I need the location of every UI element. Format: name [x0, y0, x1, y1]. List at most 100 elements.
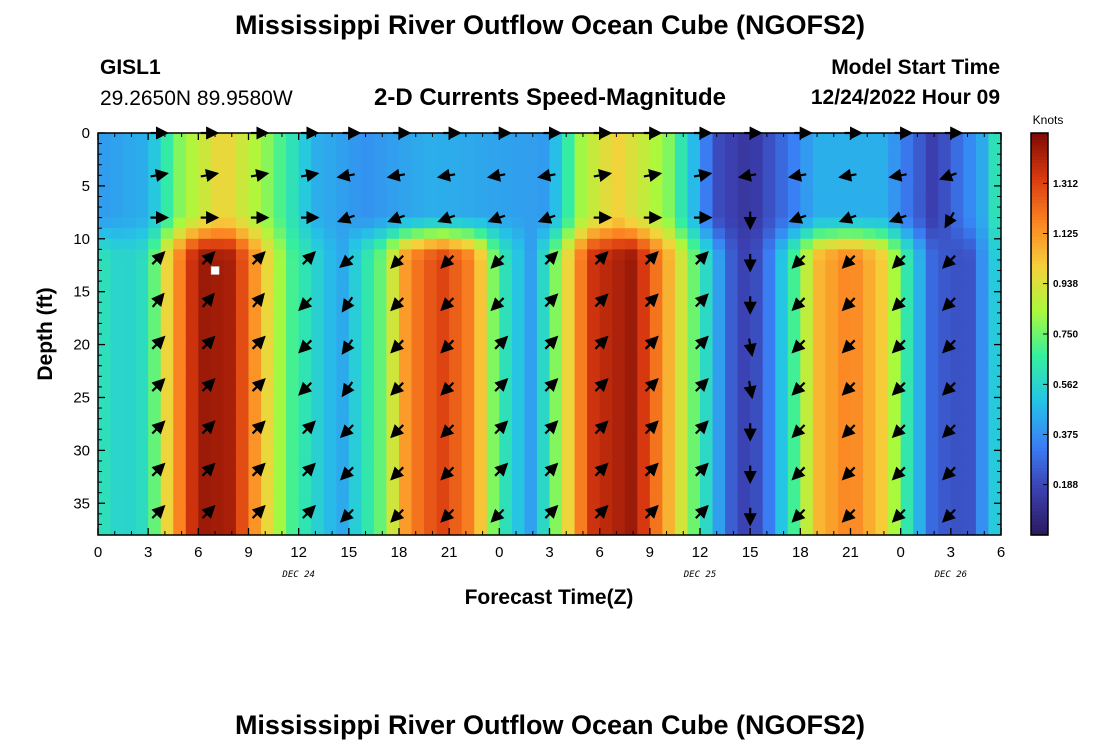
heatmap-cell	[311, 291, 325, 303]
heatmap-cell	[925, 238, 939, 250]
heatmap-cell	[975, 386, 990, 399]
heatmap-cell	[474, 334, 488, 346]
heatmap-cell	[637, 291, 651, 303]
heatmap-cell	[712, 143, 726, 155]
heatmap-cell	[160, 281, 174, 293]
heatmap-cell	[963, 408, 977, 420]
current-vector	[251, 462, 266, 477]
heatmap-cell	[348, 217, 362, 229]
heatmap-cell	[687, 482, 701, 494]
heatmap-cell	[725, 460, 739, 473]
heatmap-cell	[988, 291, 1001, 303]
heatmap-cell	[348, 302, 362, 314]
heatmap-cell	[875, 217, 889, 229]
heatmap-cell	[725, 513, 739, 526]
heatmap-cell	[411, 302, 425, 314]
heatmap-cell	[424, 344, 438, 356]
heatmap-cell	[524, 323, 538, 335]
colorbar-swatch	[1031, 297, 1048, 302]
current-vector	[298, 339, 313, 354]
heatmap-cell	[286, 408, 300, 420]
heatmap-cell	[386, 450, 400, 462]
heatmap-cell	[474, 281, 488, 293]
heatmap-cell	[963, 196, 977, 208]
heatmap-cell	[436, 503, 450, 515]
heatmap-cell	[938, 355, 952, 367]
colorbar-swatch	[1031, 451, 1048, 456]
heatmap-cell	[913, 524, 927, 535]
heatmap-cell	[511, 249, 526, 261]
heatmap-cell	[900, 323, 914, 335]
heatmap-cell	[474, 154, 488, 166]
heatmap-cell	[737, 175, 751, 187]
heatmap-cell	[963, 312, 977, 325]
heatmap-cell	[950, 259, 964, 272]
heatmap-cell	[286, 334, 300, 346]
heatmap-cell	[474, 492, 488, 504]
heatmap-cell	[198, 228, 212, 240]
heatmap-cell	[587, 249, 601, 261]
heatmap-cell	[373, 259, 388, 272]
heatmap-cell	[725, 482, 739, 494]
heatmap-cell	[399, 164, 413, 176]
current-vector	[298, 297, 313, 312]
current-vector	[841, 508, 856, 523]
heatmap-cell	[837, 133, 852, 145]
heatmap-cell	[235, 164, 250, 176]
heatmap-cell	[900, 270, 914, 282]
heatmap-cell	[737, 418, 751, 430]
heatmap-cell	[637, 460, 651, 473]
heatmap-cell	[361, 175, 375, 187]
heatmap-cell	[750, 450, 764, 462]
heatmap-cell	[800, 281, 814, 293]
heatmap-cell	[511, 302, 526, 314]
heatmap-cell	[536, 482, 551, 494]
heatmap-cell	[649, 270, 663, 282]
heatmap-cell	[737, 365, 751, 377]
heatmap-cell	[185, 323, 199, 335]
heatmap-cell	[988, 312, 1001, 325]
heatmap-cell	[975, 471, 990, 483]
heatmap-cell	[536, 175, 551, 187]
heatmap-cell	[499, 365, 513, 377]
colorbar-swatch	[1031, 518, 1048, 523]
heatmap-cell	[235, 386, 250, 399]
heatmap-cell	[361, 312, 375, 325]
heatmap-cell	[900, 471, 914, 483]
heatmap-cell	[963, 228, 977, 240]
heatmap-cell	[674, 471, 689, 483]
heatmap-cell	[98, 291, 112, 303]
heatmap-cell	[700, 429, 714, 441]
heatmap-cell	[461, 503, 475, 515]
heatmap-cell	[913, 334, 927, 346]
heatmap-cell	[637, 281, 651, 293]
heatmap-cell	[687, 291, 701, 303]
heatmap-cell	[223, 503, 237, 515]
heatmap-cell	[185, 164, 199, 176]
heatmap-cell	[800, 334, 814, 346]
heatmap-cell	[900, 175, 914, 187]
heatmap-cell	[198, 207, 212, 219]
heatmap-cell	[248, 450, 262, 462]
heatmap-cell	[562, 492, 576, 504]
heatmap-cell	[474, 323, 488, 335]
heatmap-cell	[562, 175, 576, 187]
heatmap-cell	[323, 196, 337, 208]
heatmap-cell	[549, 270, 563, 282]
heatmap-cell	[223, 344, 237, 356]
heatmap-cell	[311, 323, 325, 335]
heatmap-cell	[925, 450, 939, 462]
heatmap-cell	[123, 175, 137, 187]
heatmap-cell	[411, 408, 425, 420]
heatmap-cell	[386, 334, 400, 346]
heatmap-cell	[562, 397, 576, 409]
heatmap-cell	[649, 439, 663, 451]
heatmap-cell	[875, 386, 889, 399]
heatmap-cell	[123, 143, 137, 155]
heatmap-cell	[148, 492, 162, 504]
heatmap-cell	[424, 323, 438, 335]
heatmap-cell	[988, 386, 1001, 399]
heatmap-cell	[348, 238, 362, 250]
heatmap-cell	[612, 281, 626, 293]
heatmap-cell	[950, 450, 964, 462]
